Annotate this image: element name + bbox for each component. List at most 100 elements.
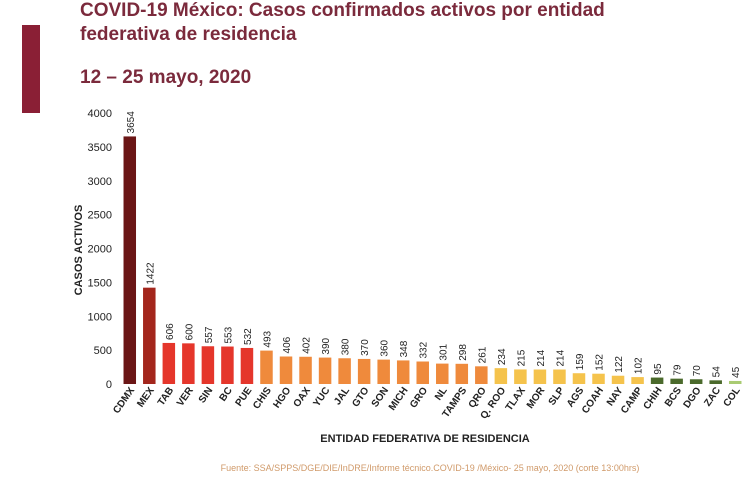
chart-subtitle: 12 – 25 mayo, 2020 xyxy=(80,67,251,88)
bar xyxy=(572,373,586,384)
y-tick-label: 1000 xyxy=(88,311,112,323)
y-tick-label: 0 xyxy=(106,379,112,391)
bar xyxy=(592,373,605,384)
x-tick-label: DGO xyxy=(682,385,704,410)
bar xyxy=(338,358,351,384)
value-label: 152 xyxy=(595,354,606,371)
value-label: 348 xyxy=(399,340,410,357)
value-label: 261 xyxy=(477,346,488,363)
bar xyxy=(728,380,742,384)
x-tick-label: BC xyxy=(218,385,235,403)
x-tick-label: CHIS xyxy=(251,385,274,411)
value-label: 102 xyxy=(634,357,645,374)
value-label: 122 xyxy=(614,356,625,373)
x-tick-label: SLP xyxy=(547,385,567,408)
value-label: 54 xyxy=(712,366,723,378)
x-tick-label: MICH xyxy=(387,385,411,412)
bar xyxy=(455,363,469,384)
value-label: 370 xyxy=(360,339,371,356)
bar xyxy=(475,366,488,384)
value-label: 402 xyxy=(302,337,313,354)
accent-bar xyxy=(22,25,40,113)
x-tick-label: HGO xyxy=(271,385,293,410)
value-label: 557 xyxy=(204,326,215,343)
bar xyxy=(377,359,390,384)
value-label: 159 xyxy=(575,353,586,370)
value-label: 493 xyxy=(262,330,273,347)
bar xyxy=(182,343,195,384)
bar xyxy=(631,377,644,384)
bar xyxy=(123,136,137,384)
value-label: 1422 xyxy=(145,262,156,285)
bar xyxy=(670,378,683,384)
bar xyxy=(436,363,449,384)
value-label: 301 xyxy=(438,343,449,360)
x-tick-label: TLAX xyxy=(504,385,528,413)
value-label: 214 xyxy=(536,349,547,366)
bar xyxy=(240,347,254,384)
bar xyxy=(221,346,234,384)
y-tick-label: 500 xyxy=(94,345,112,357)
value-label: 406 xyxy=(282,336,293,353)
source-note: Fuente: SSA/SPPS/DGE/DIE/InDRE/Informe t… xyxy=(221,463,640,473)
value-label: 553 xyxy=(223,326,234,343)
value-label: 380 xyxy=(341,338,352,355)
bar xyxy=(357,358,371,384)
x-tick-label: SIN xyxy=(197,385,216,405)
x-tick-label: JAL xyxy=(332,385,352,407)
x-tick-label: TAB xyxy=(156,385,176,408)
y-tick-label: 3500 xyxy=(88,142,112,154)
x-tick-label: GRO xyxy=(408,385,430,410)
x-tick-label: COAH xyxy=(580,385,606,415)
bar xyxy=(260,350,273,384)
bar xyxy=(689,379,703,384)
value-label: 79 xyxy=(673,364,684,376)
x-tick-label: ZAC xyxy=(702,385,723,408)
bar xyxy=(279,356,293,384)
value-label: 360 xyxy=(380,339,391,356)
bar xyxy=(201,346,215,384)
bar xyxy=(143,287,156,384)
x-tick-label: YUC xyxy=(311,385,332,409)
value-label: 234 xyxy=(497,348,508,365)
bar xyxy=(553,369,566,384)
value-label: 298 xyxy=(458,344,469,361)
bar xyxy=(162,342,176,384)
x-tick-label: GTO xyxy=(350,385,371,409)
value-label: 532 xyxy=(243,328,254,345)
value-label: 332 xyxy=(419,341,430,358)
value-label: 390 xyxy=(321,337,332,354)
x-tick-label: CHIH xyxy=(642,385,665,411)
bar xyxy=(299,356,312,384)
x-axis-label: ENTIDAD FEDERATIVA DE RESIDENCIA xyxy=(320,433,529,445)
bar xyxy=(416,361,429,384)
bar xyxy=(514,369,527,384)
y-tick-label: 3000 xyxy=(88,176,112,188)
x-tick-label: CAMP xyxy=(619,385,645,416)
x-tick-label: VER xyxy=(175,385,196,409)
value-label: 606 xyxy=(165,323,176,340)
y-tick-label: 2000 xyxy=(88,244,112,256)
y-tick-label: 1500 xyxy=(88,277,112,289)
bar xyxy=(709,380,722,384)
bar xyxy=(533,369,547,384)
bar xyxy=(611,375,625,384)
value-label: 215 xyxy=(516,349,527,366)
value-label: 95 xyxy=(653,363,664,375)
x-tick-label: BCS xyxy=(663,385,684,409)
x-tick-label: COL xyxy=(722,385,743,409)
y-tick-label: 2500 xyxy=(88,210,112,222)
value-label: 45 xyxy=(731,366,742,378)
x-tick-label: CDMX xyxy=(111,385,137,416)
y-axis-label: CASOS ACTIVOS xyxy=(73,205,85,296)
x-tick-label: OAX xyxy=(292,385,314,409)
bar xyxy=(494,368,508,384)
value-label: 214 xyxy=(555,349,566,366)
value-label: 3654 xyxy=(126,111,137,134)
bar xyxy=(396,360,410,384)
bar xyxy=(650,377,664,384)
value-label: 600 xyxy=(184,323,195,340)
y-tick-label: 4000 xyxy=(88,108,112,120)
x-tick-label: MOR xyxy=(525,385,548,411)
